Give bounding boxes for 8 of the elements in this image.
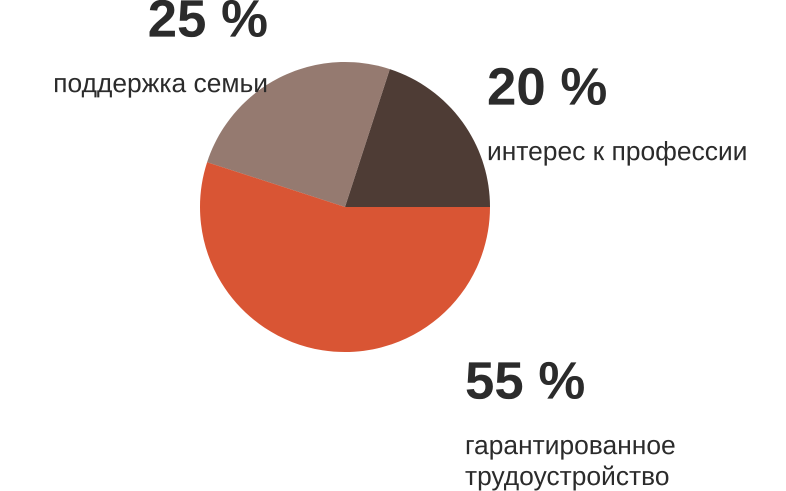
slice-label: интерес к профессии (488, 141, 746, 166)
slice-label: гарантированное трудоустройство (465, 440, 675, 491)
pie-slice (200, 162, 490, 352)
slice-label: поддержка семьи (55, 78, 266, 98)
pie-slice (345, 69, 490, 207)
data-label: 25 % (150, 0, 267, 38)
data-label: 55 % (466, 362, 584, 400)
data-label: 20 % (488, 68, 606, 106)
